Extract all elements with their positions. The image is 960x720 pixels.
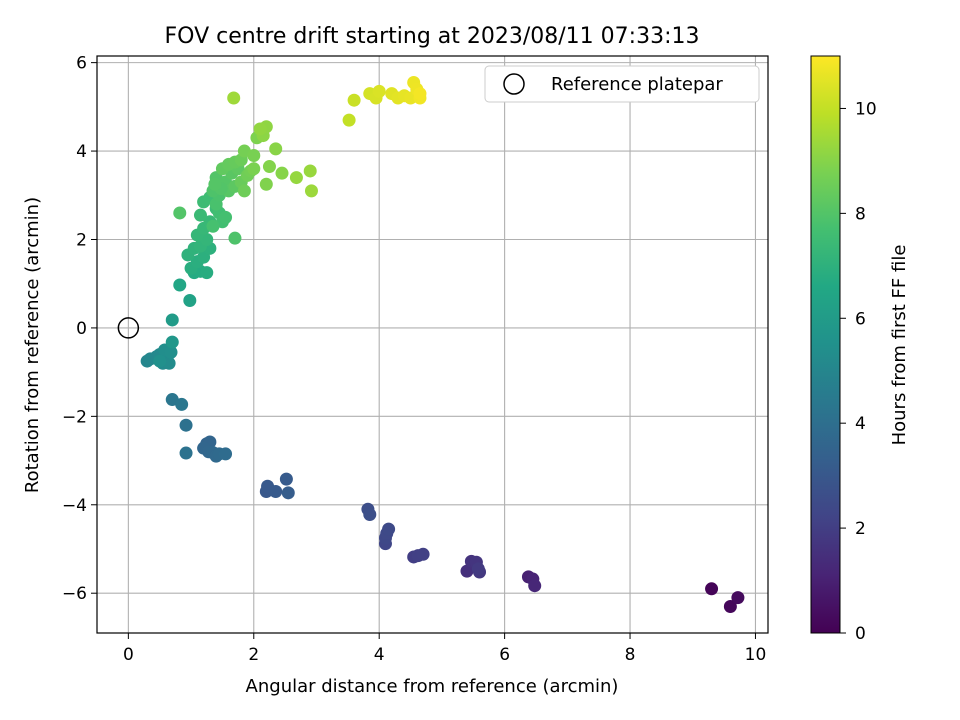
scatter-point (528, 579, 542, 593)
axis-ticks: 0 2 4 6 8 10 −6 −4 −2 0 2 4 6 (62, 54, 766, 665)
scatter-point (304, 184, 318, 198)
scatter-point (460, 564, 474, 578)
scatter-point (173, 278, 187, 292)
scatter-point (219, 447, 233, 461)
x-tick-label: 6 (499, 645, 510, 665)
y-tick-label: 4 (76, 142, 87, 162)
colorbar-tick-label: 8 (855, 204, 866, 224)
scatter-point (303, 164, 317, 178)
scatter-point (227, 91, 241, 105)
y-tick-label: 2 (76, 230, 87, 250)
y-tick-label: 6 (76, 54, 87, 74)
colorbar-tick-label: 0 (855, 624, 866, 644)
scatter-point (165, 313, 179, 327)
colorbar-tick-label: 4 (855, 414, 866, 434)
colorbar-tick-label: 6 (855, 309, 866, 329)
scatter-point (413, 87, 427, 101)
scatter-point (262, 160, 276, 174)
scatter-point (200, 266, 214, 280)
colorbar-tick-label: 10 (855, 99, 877, 119)
scatter-point (731, 591, 745, 605)
legend-box (484, 65, 760, 103)
x-tick-label: 8 (625, 645, 636, 665)
scatter-point (363, 508, 377, 522)
legend-label: Reference platepar (551, 74, 723, 95)
scatter-point (279, 472, 293, 486)
colorbar-tick-label: 2 (855, 519, 866, 539)
scatter-point (382, 522, 396, 536)
scatter-point (237, 184, 251, 198)
scatter-point (247, 162, 261, 176)
scatter-point (416, 547, 430, 561)
scatter-point (471, 562, 485, 576)
scatter-point (175, 397, 189, 411)
scatter-point (193, 208, 207, 222)
scatter-point (165, 335, 179, 349)
scatter-point (228, 231, 242, 245)
grid (97, 56, 768, 633)
x-tick-label: 2 (248, 645, 259, 665)
colorbar-gradient (810, 55, 841, 634)
x-axis-label: Angular distance from reference (arcmin) (246, 676, 619, 697)
colorbar-label: Hours from first FF file (889, 245, 910, 446)
data-points (140, 76, 745, 613)
scatter-point (259, 177, 273, 191)
scatter-point (281, 486, 295, 500)
scatter-point (183, 294, 197, 308)
x-tick-label: 0 (123, 645, 134, 665)
colorbar: 0 2 4 6 8 10 Hours from first FF file (810, 55, 910, 644)
scatter-point (173, 206, 187, 220)
scatter-point (342, 113, 356, 127)
scatter-point (705, 582, 719, 596)
y-axis-label: Rotation from reference (arcmin) (22, 197, 43, 493)
reference-platepar-marker (117, 317, 140, 339)
scatter-point (289, 171, 303, 185)
scatter-point (253, 122, 267, 136)
legend-marker (503, 73, 525, 95)
scatter-point (275, 166, 289, 180)
chart-title: FOV centre drift starting at 2023/08/11 … (165, 24, 700, 49)
x-tick-label: 10 (745, 645, 767, 665)
legend: Reference platepar (484, 65, 760, 103)
scatter-point (269, 142, 283, 156)
y-tick-label: −6 (62, 584, 87, 604)
scatter-point (269, 485, 283, 499)
colorbar-ticks: 0 2 4 6 8 10 (840, 99, 877, 644)
y-tick-label: −2 (62, 407, 87, 427)
scatter-point (179, 446, 193, 460)
scatter-point (372, 84, 386, 98)
scatter-point (179, 418, 193, 432)
scatter-point (723, 599, 737, 613)
x-tick-label: 4 (374, 645, 385, 665)
scatter-point (219, 210, 233, 224)
scatter-point (247, 148, 261, 162)
scatter-point (347, 93, 361, 107)
scatter-point (164, 345, 178, 359)
scatter-point (153, 354, 167, 368)
scatter-point (206, 219, 220, 233)
plot-frame (96, 55, 769, 634)
y-tick-label: 0 (76, 319, 87, 339)
y-tick-label: −4 (62, 496, 87, 516)
scatter-point (208, 177, 222, 191)
